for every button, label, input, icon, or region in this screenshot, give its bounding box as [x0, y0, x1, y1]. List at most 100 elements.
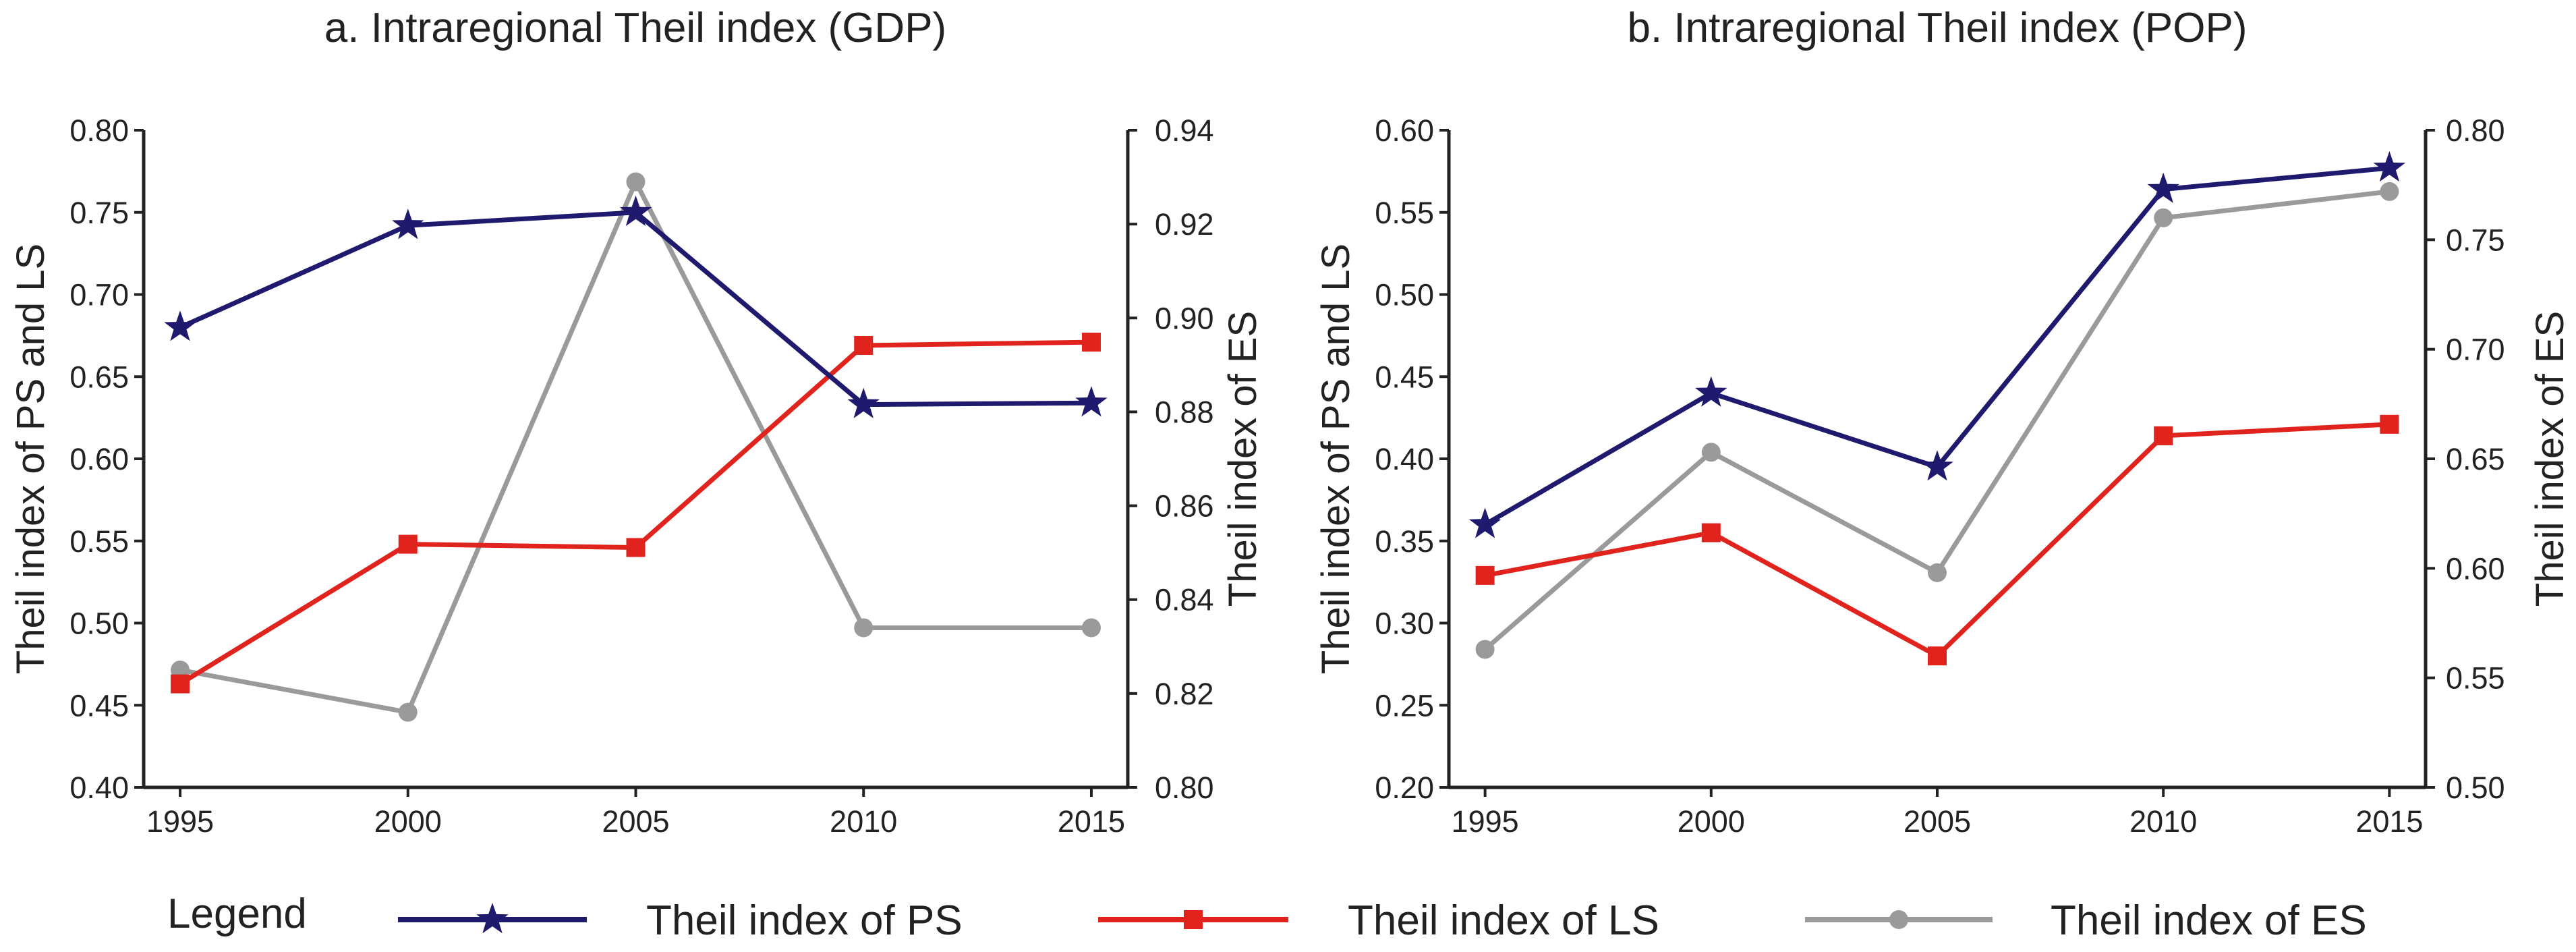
chart-b-y2-axis-label: Theil index of ES — [2528, 311, 2572, 607]
chart-a-x-tick-label: 1995 — [146, 804, 214, 839]
chart-b-y-tick-label: 0.40 — [1375, 442, 1434, 476]
chart-a-y-tick-label: 0.50 — [69, 607, 129, 641]
chart-b-y-tick-label: 0.60 — [1375, 113, 1434, 148]
chart-a-y2-tick-label: 0.88 — [1155, 395, 1214, 429]
chart-b-series-square — [1475, 414, 2399, 666]
chart-a-x-tick-label: 2015 — [1058, 804, 1125, 839]
chart-a-x-tick-label: 2000 — [374, 804, 442, 839]
chart-b-series-square-point — [1475, 565, 1495, 585]
chart-b-y-axis-label: Theil index of PS and LS — [1314, 244, 1358, 674]
chart-a-y2-tick-label: 0.86 — [1155, 489, 1214, 524]
legend-item-ps: Theil index of PS — [398, 897, 963, 944]
chart-a-y-axis-label: Theil index of PS and LS — [9, 244, 53, 674]
chart-b-y2-tick-label: 0.50 — [2446, 771, 2505, 805]
legend-label: Theil index of PS — [646, 897, 963, 944]
chart-b-series-star-point — [2373, 151, 2406, 182]
chart-b-series-star-point — [1695, 376, 1727, 407]
chart-a-x-tick-label: 2010 — [830, 804, 897, 839]
legend: Legend Theil index of PS Theil index of LS… — [167, 891, 2367, 944]
chart-a-y-tick-label: 0.65 — [69, 360, 129, 394]
chart-b-x-tick-label: 1995 — [1452, 804, 1519, 839]
chart-a-series-star-point — [847, 387, 880, 418]
chart-a-y-tick-label: 0.80 — [69, 113, 129, 148]
chart-b-series-circle-point — [1701, 443, 1721, 462]
chart-a: a. Intraregional Theil index (GDP) 0.40 0.… — [9, 5, 1265, 839]
chart-b-y2-tick-label: 0.55 — [2446, 661, 2505, 696]
chart-b: b. Intraregional Theil index (POP) 0.20 0.… — [1314, 5, 2572, 839]
chart-a-series-circle-point — [626, 172, 646, 192]
chart-b-series-star-point — [1468, 507, 1501, 538]
legend-label: Theil index of ES — [2051, 897, 2367, 944]
chart-a-series-star-point — [1075, 386, 1108, 417]
legend-marker-square — [1184, 910, 1203, 929]
chart-b-y2-tick-label: 0.65 — [2446, 442, 2505, 476]
chart-a-series-circle-point — [854, 618, 874, 638]
chart-a-y2-tick-label: 0.92 — [1155, 207, 1214, 242]
chart-b-y2-tick-label: 0.60 — [2446, 551, 2505, 586]
legend-marker-circle — [1889, 910, 1908, 929]
chart-a-series-square-point — [398, 534, 418, 554]
legend-marker-star — [476, 903, 509, 934]
legend-title: Legend — [167, 891, 307, 937]
chart-a-y2-tick-label: 0.94 — [1155, 113, 1214, 148]
chart-a-y-tick-label: 0.75 — [69, 196, 129, 230]
chart-b-x-tick-label: 2000 — [1678, 804, 1745, 839]
chart-b-x-tick-label: 2015 — [2355, 804, 2423, 839]
chart-b-y-tick-label: 0.25 — [1375, 688, 1434, 723]
chart-a-series-star-point — [619, 195, 652, 226]
chart-b-series-star — [1468, 151, 2406, 538]
chart-a-y2-tick-label: 0.90 — [1155, 301, 1214, 335]
chart-a-y-tick-label: 0.60 — [69, 442, 129, 476]
chart-a-series-circle-line — [179, 179, 1091, 715]
chart-a-series-square-point — [171, 674, 190, 694]
chart-a-y2-tick-label: 0.80 — [1155, 771, 1214, 805]
chart-a-title: a. Intraregional Theil index (GDP) — [324, 5, 946, 51]
legend-label: Theil index of LS — [1348, 897, 1659, 944]
chart-a-series-square-point — [854, 335, 874, 355]
legend-item-ls: Theil index of LS — [1098, 897, 1659, 944]
chart-b-series-circle-point — [2380, 181, 2399, 201]
chart-a-series-star-point — [164, 310, 196, 341]
chart-b-title: b. Intraregional Theil index (POP) — [1628, 5, 2248, 51]
chart-a-y-tick-label: 0.45 — [69, 688, 129, 723]
chart-a-series-star-point — [392, 208, 424, 240]
chart-b-y2-tick-label: 0.80 — [2446, 113, 2505, 148]
chart-a-series-star — [164, 195, 1108, 418]
chart-b-series-square-point — [2154, 426, 2173, 445]
chart-a-series-star-line — [179, 210, 1092, 408]
chart-b-y-tick-label: 0.35 — [1375, 524, 1434, 559]
chart-b-series-star-point — [2147, 172, 2179, 203]
chart-b-y-tick-label: 0.30 — [1375, 607, 1434, 641]
chart-a-series-square-point — [1081, 333, 1101, 352]
chart-b-series-square-point — [1701, 523, 1721, 542]
chart-a-y-tick-label: 0.40 — [69, 771, 129, 805]
chart-b-y-tick-label: 0.50 — [1375, 278, 1434, 312]
chart-b-x-tick-label: 2010 — [2129, 804, 2197, 839]
chart-b-series-star-point — [1921, 450, 1953, 481]
chart-b-series-square-point — [2380, 414, 2399, 434]
chart-b-y2-tick-label: 0.70 — [2446, 333, 2505, 367]
chart-a-series-circle — [171, 172, 1101, 722]
chart-a-y-tick-label: 0.55 — [69, 524, 129, 559]
chart-a-series-square — [171, 333, 1101, 694]
chart-a-series-square-point — [626, 538, 646, 557]
chart-b-series-circle-point — [2154, 208, 2173, 227]
chart-a-series-circle-point — [1081, 618, 1101, 638]
chart-b-series-circle-point — [1928, 563, 1947, 582]
chart-b-series-square-point — [1928, 646, 1947, 666]
chart-b-y-tick-label: 0.20 — [1375, 771, 1434, 805]
legend-item-es: Theil index of ES — [1805, 897, 2367, 944]
chart-a-series-circle-point — [398, 702, 418, 722]
chart-b-y-tick-label: 0.45 — [1375, 360, 1434, 394]
chart-a-y2-axis-label: Theil index of ES — [1221, 311, 1265, 607]
chart-b-x-tick-label: 2005 — [1904, 804, 1971, 839]
chart-b-series-circle-point — [1475, 640, 1495, 659]
chart-a-y2-tick-label: 0.84 — [1155, 583, 1214, 617]
chart-a-y-tick-label: 0.70 — [69, 278, 129, 312]
chart-a-x-tick-label: 2005 — [602, 804, 669, 839]
chart-a-y2-tick-label: 0.82 — [1155, 677, 1214, 711]
chart-b-y2-tick-label: 0.75 — [2446, 223, 2505, 257]
chart-b-series-circle — [1475, 181, 2399, 659]
chart-b-y-tick-label: 0.55 — [1375, 196, 1434, 230]
